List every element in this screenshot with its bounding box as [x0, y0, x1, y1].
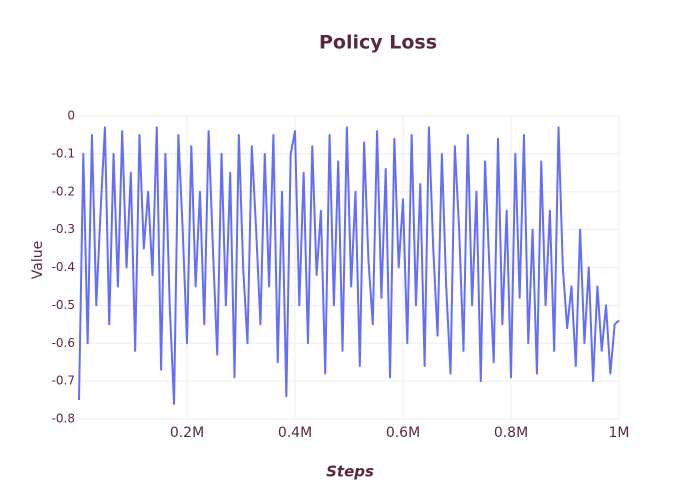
- x-tick-label: 0.8M: [494, 425, 528, 441]
- y-axis-label: Value: [30, 241, 46, 279]
- y-tick-label: -0.1: [52, 146, 75, 160]
- y-tick-label: 0: [67, 109, 75, 123]
- x-tick-label: 1M: [609, 425, 630, 441]
- y-tick-label: -0.3: [52, 222, 75, 236]
- x-axis-label: Steps: [326, 463, 374, 481]
- y-tick-label: -0.4: [52, 260, 75, 274]
- line-series: [78, 126, 620, 405]
- y-tick-label: -0.5: [52, 298, 75, 312]
- y-tick-label: -0.2: [52, 184, 75, 198]
- y-tick-label: -0.6: [52, 336, 75, 350]
- x-tick-label: 0.6M: [386, 425, 420, 441]
- y-tick-label: -0.7: [52, 374, 75, 388]
- chart-title: Policy Loss: [319, 32, 437, 54]
- x-tick-label: 0.2M: [170, 425, 204, 441]
- x-tick-label: 0.4M: [278, 425, 312, 441]
- y-tick-label: -0.8: [52, 412, 75, 426]
